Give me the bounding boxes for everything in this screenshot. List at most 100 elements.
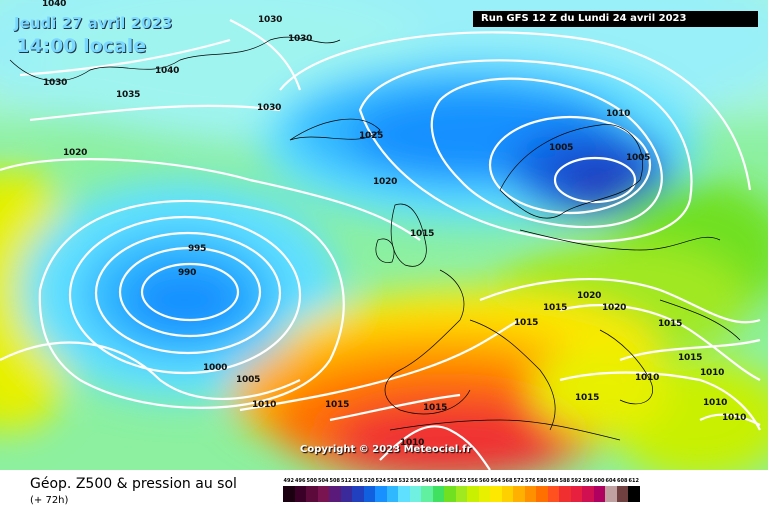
isobar-label: 1020 [602,303,627,313]
scale-swatch [421,486,433,502]
scale-label: 564 [490,478,501,484]
isobars [0,19,761,470]
scale-swatch [375,486,387,502]
isobar-label: 1015 [678,353,703,363]
isobar-label: 1015 [514,318,539,328]
scale-label: 572 [513,478,524,484]
scale-label: 504 [318,478,329,484]
scale-label: 604 [605,478,616,484]
scale-swatch [409,486,421,502]
isobar-label: 1020 [63,148,88,158]
scale-label: 548 [444,478,455,484]
scale-label: 596 [582,478,593,484]
isobar-label: 1010 [703,398,728,408]
forecast-time: 14:00 locale [16,35,147,57]
scale-swatch [294,486,306,502]
scale-label: 552 [456,478,467,484]
isobar-label: 1000 [203,363,228,373]
isobar-label: 995 [188,244,207,254]
isobar-label: 990 [178,268,197,278]
scale-swatch [547,486,559,502]
scale-swatch [329,486,341,502]
isobar-label: 1015 [423,403,448,413]
isobar-label: 1010 [606,109,631,119]
scale-swatch [501,486,513,502]
scale-label: 516 [352,478,363,484]
scale-swatch [536,486,548,502]
isobar-label: 1005 [549,143,574,153]
isobar-label: 1020 [577,291,602,301]
field-title: Géop. Z500 & pression au sol [30,476,237,492]
scale-swatch [593,486,605,502]
isobar-label: 1015 [410,229,435,239]
scale-swatch [605,486,617,502]
isobar-label: 1030 [257,103,282,113]
isobar-label: 1015 [658,319,683,329]
scale-swatch [306,486,318,502]
scale-labels: 492 496 500 504 508 512 516 520 524 528 532 536 540 5… [283,478,640,484]
isobar-label: 1040 [155,66,180,76]
isobar-label: 1025 [359,131,384,141]
scale-swatch [352,486,364,502]
weather-map: Jeudi 27 avril 2023 14:00 locale Run GFS… [0,0,768,470]
scale-swatch [616,486,628,502]
scale-label: 508 [329,478,340,484]
isobar-label: 1010 [400,438,425,448]
isobar-label: 1010 [635,373,660,383]
geopotential-field [0,0,768,470]
isobar-label: 1015 [575,393,600,403]
scale-label: 580 [536,478,547,484]
isobar-label: 1010 [722,413,747,423]
scale-swatch [570,486,582,502]
scale-swatch [582,486,594,502]
scale-label: 536 [410,478,421,484]
lead-time: (+ 72h) [30,495,69,506]
scale-label: 576 [525,478,536,484]
scale-swatch [490,486,502,502]
isobar-label: 1005 [236,375,261,385]
copyright-notice: Copyright © 2023 Meteociel.fr [300,444,472,455]
scale-swatch [455,486,467,502]
isobar-label: 1030 [288,34,313,44]
scale-label: 500 [306,478,317,484]
scale-label: 592 [571,478,582,484]
scale-swatch [363,486,375,502]
scale-label: 568 [502,478,513,484]
scale-swatch [432,486,444,502]
scale-swatch [478,486,490,502]
coastlines [9,36,741,441]
scale-swatch [513,486,525,502]
scale-label: 608 [617,478,628,484]
scale-swatches [283,486,640,502]
scale-label: 524 [375,478,386,484]
scale-label: 492 [283,478,294,484]
scale-swatch [467,486,479,502]
scale-label: 560 [479,478,490,484]
scale-swatch [628,486,640,502]
isobar-label: 1020 [373,177,398,187]
isobar-label: 1015 [325,400,350,410]
scale-swatch [444,486,456,502]
scale-label: 520 [364,478,375,484]
scale-swatch [317,486,329,502]
scale-swatch [524,486,536,502]
scale-label: 588 [559,478,570,484]
isobar-label: 1035 [116,90,141,100]
scale-label: 532 [398,478,409,484]
isobar-label: 1040 [42,0,67,9]
scale-swatch [559,486,571,502]
scale-label: 600 [594,478,605,484]
scale-label: 612 [628,478,639,484]
scale-label: 556 [467,478,478,484]
scale-label: 512 [341,478,352,484]
scale-swatch [340,486,352,502]
isobar-label: 1015 [543,303,568,313]
scale-label: 540 [421,478,432,484]
scale-swatch [398,486,410,502]
isobar-label: 1030 [258,15,283,25]
isobar-label: 1005 [626,153,651,163]
run-info: Run GFS 12 Z du Lundi 24 avril 2023 [473,11,758,27]
isobar-label: 1010 [700,368,725,378]
color-scale: 492 496 500 504 508 512 516 520 524 528 532 536 540 5… [283,478,640,512]
isobar-label: 1010 [252,400,277,410]
